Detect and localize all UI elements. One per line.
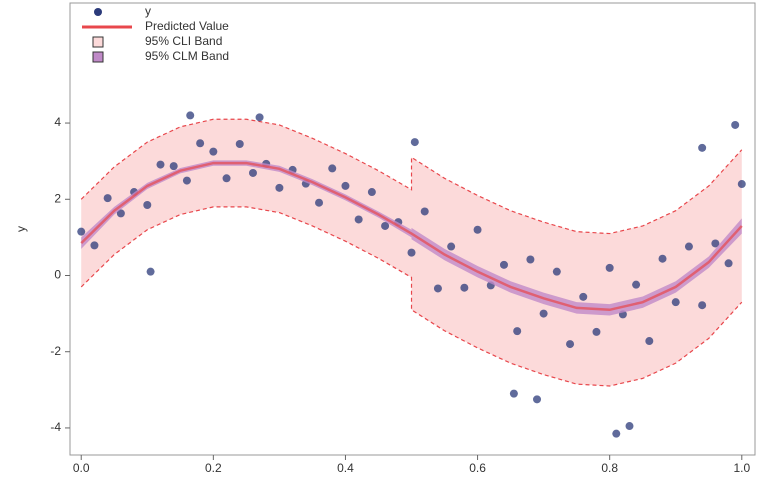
data-point bbox=[645, 337, 654, 346]
x-tick-label: 0.2 bbox=[205, 461, 222, 475]
data-point bbox=[341, 181, 350, 190]
data-point bbox=[605, 263, 614, 272]
data-point bbox=[407, 248, 416, 257]
y-tick-label: 4 bbox=[54, 115, 61, 129]
data-point bbox=[275, 183, 284, 192]
data-point bbox=[724, 259, 733, 268]
data-point bbox=[612, 429, 621, 438]
data-point bbox=[354, 215, 363, 224]
data-point bbox=[255, 113, 264, 122]
data-point bbox=[116, 209, 125, 218]
data-point bbox=[625, 422, 634, 431]
data-point bbox=[410, 138, 419, 147]
data-point bbox=[552, 267, 561, 276]
legend-label: 95% CLI Band bbox=[145, 34, 222, 48]
data-point bbox=[698, 301, 707, 310]
y-tick-label: -4 bbox=[50, 420, 61, 434]
data-point bbox=[235, 140, 244, 149]
data-point bbox=[77, 227, 86, 236]
data-point bbox=[579, 292, 588, 301]
data-point bbox=[433, 284, 442, 293]
y-axis-label: y bbox=[14, 226, 28, 232]
data-point bbox=[222, 174, 231, 183]
legend-marker bbox=[94, 8, 102, 16]
data-point bbox=[473, 225, 482, 234]
cli-lower-line bbox=[80, 206, 743, 387]
data-point bbox=[420, 207, 429, 216]
data-point bbox=[698, 143, 707, 152]
x-tick-label: 0.4 bbox=[337, 461, 354, 475]
data-point bbox=[731, 120, 740, 129]
data-point bbox=[711, 239, 720, 248]
data-point bbox=[328, 164, 337, 173]
predicted-line bbox=[80, 161, 743, 312]
legend-label: 95% CLM Band bbox=[145, 49, 229, 63]
y-tick-label: -2 bbox=[50, 344, 61, 358]
legend-marker bbox=[92, 51, 104, 63]
data-point bbox=[103, 194, 112, 203]
data-point bbox=[315, 198, 324, 207]
data-point bbox=[658, 254, 667, 263]
data-point bbox=[526, 255, 535, 264]
data-point bbox=[592, 327, 601, 336]
data-point bbox=[156, 160, 165, 169]
data-point bbox=[737, 180, 746, 189]
data-point bbox=[248, 168, 257, 177]
data-point bbox=[539, 309, 548, 318]
data-point bbox=[90, 241, 99, 250]
data-point bbox=[196, 139, 205, 148]
x-tick-label: 0.0 bbox=[73, 461, 90, 475]
data-point bbox=[169, 162, 178, 171]
data-point bbox=[186, 111, 195, 120]
data-point bbox=[447, 242, 456, 251]
data-point bbox=[146, 267, 155, 276]
data-point bbox=[684, 242, 693, 251]
x-tick-label: 0.8 bbox=[601, 461, 618, 475]
data-point bbox=[381, 221, 390, 230]
x-tick-label: 0.6 bbox=[469, 461, 486, 475]
data-point bbox=[460, 283, 469, 292]
cli-upper-line bbox=[80, 118, 743, 235]
data-point bbox=[367, 188, 376, 197]
data-point bbox=[632, 280, 641, 289]
legend-marker bbox=[92, 36, 104, 48]
data-point bbox=[182, 176, 191, 185]
data-point bbox=[499, 260, 508, 269]
data-point bbox=[566, 340, 575, 349]
data-point bbox=[209, 147, 218, 156]
clm-band bbox=[81, 160, 742, 316]
data-point bbox=[509, 389, 518, 398]
y-tick-label: 2 bbox=[54, 191, 61, 205]
data-point bbox=[143, 200, 152, 209]
data-point bbox=[513, 327, 522, 336]
data-point bbox=[533, 395, 542, 404]
y-tick-label: 0 bbox=[54, 268, 61, 282]
data-point bbox=[671, 298, 680, 307]
x-tick-label: 1.0 bbox=[733, 461, 750, 475]
legend-label: Predicted Value bbox=[145, 19, 229, 33]
legend-label: y bbox=[145, 4, 151, 18]
